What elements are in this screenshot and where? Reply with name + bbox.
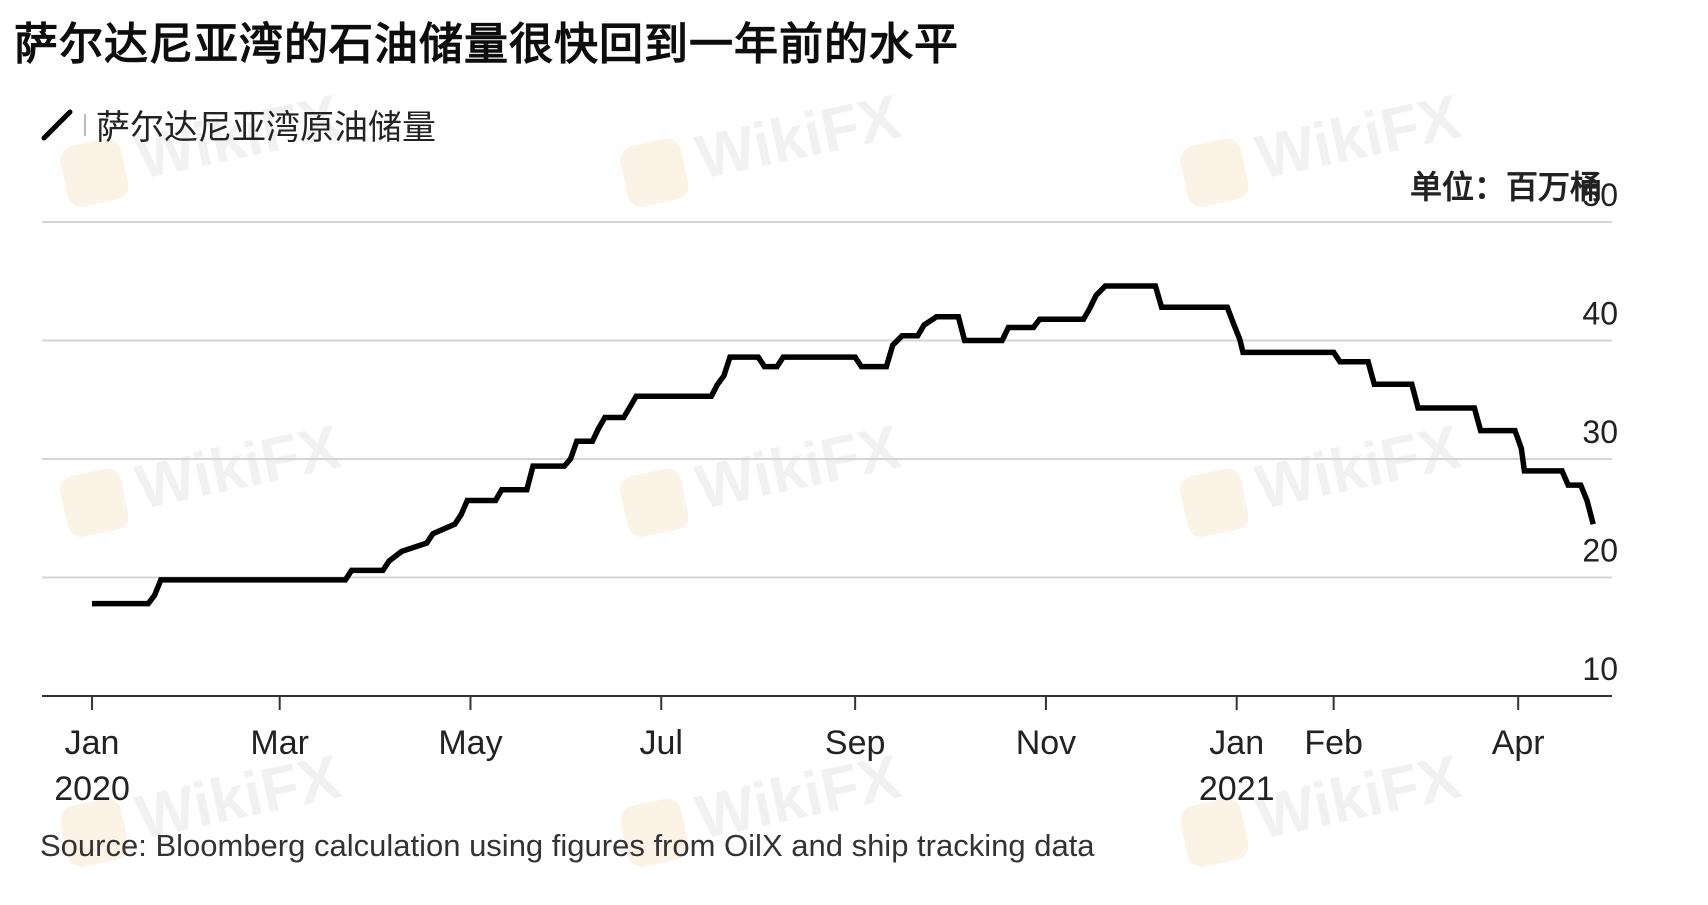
y-tick-label: 30 [1582,414,1618,450]
x-tick-label: Apr [1492,724,1545,762]
y-tick-label: 20 [1582,533,1618,569]
x-tick-label: Jan [65,724,120,762]
y-tick-label: 10 [1582,651,1618,687]
legend-line-swatch [41,109,73,140]
legend: 萨尔达尼亚湾原油储量 [40,100,436,149]
y-axis-labels: 10 20 30 40 50 [1582,177,1618,687]
x-tick-year-label: 2020 [54,770,130,808]
x-tick-label: Sep [825,724,886,762]
x-tick-label: Jul [640,724,683,762]
x-tick-label: May [438,724,502,762]
series-line [92,283,1596,607]
x-axis: Jan 2020 Mar May Jul Sep Nov Jan 2021 Feb Apr [54,696,1545,808]
legend-separator [84,113,86,136]
series-group [92,283,1596,607]
y-tick-label: 50 [1582,177,1618,213]
x-tick-label: Feb [1304,724,1363,762]
y-tick-label: 40 [1582,296,1618,332]
chart-title: 萨尔达尼亚湾的石油储量很快回到一年前的水平 [14,19,959,70]
grid-lines [42,221,1612,697]
x-tick-label: Jan [1209,724,1264,762]
x-tick-label: Nov [1016,724,1076,762]
x-tick-label: Mar [250,724,309,762]
source-note: Source: Bloomberg calculation using figu… [40,828,1095,863]
legend-label: 萨尔达尼亚湾原油储量 [96,108,436,148]
x-tick-year-label: 2021 [1199,770,1275,808]
unit-label: 单位：百万桶 [1409,168,1602,206]
